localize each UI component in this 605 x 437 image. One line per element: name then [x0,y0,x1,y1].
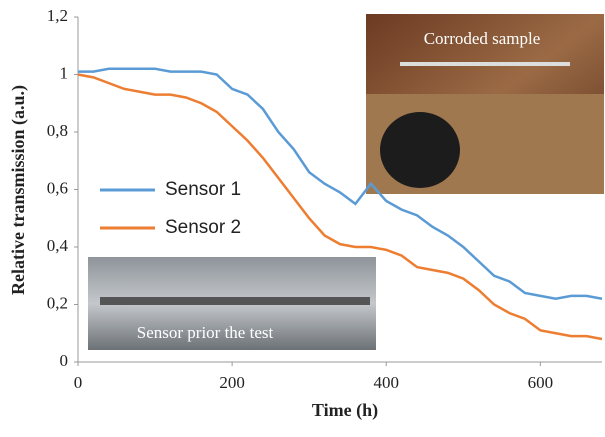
photo-sensor: Sensor prior the test [88,257,376,350]
y-tick-label: 0,6 [47,178,68,197]
annotation: Corroded sample [424,29,541,48]
x-tick-label: 0 [74,373,83,392]
y-axis-title: Relative transmission (a.u.) [8,85,29,295]
x-tick-label: 600 [528,373,554,392]
y-tick-label: 0,8 [47,121,68,140]
legend-label: Sensor 2 [165,217,241,238]
rod [100,297,370,305]
legend-label: Sensor 1 [165,179,241,200]
x-tick-label: 400 [373,373,399,392]
y-tick-label: 1 [60,63,69,82]
series-line [78,67,603,301]
annotation: Sensor prior the test [137,323,274,342]
corrosion [380,112,460,188]
photo-corroded: Corroded sample [366,14,604,194]
y-tick-label: 0,4 [47,236,69,255]
y-tick-label: 0 [60,351,69,370]
series-line [77,73,603,341]
x-axis-title: Time (h) [312,400,378,421]
rod [400,62,570,66]
y-tick-label: 1,2 [47,6,68,25]
x-tick-label: 200 [219,373,245,392]
y-tick-label: 0,2 [47,293,68,312]
